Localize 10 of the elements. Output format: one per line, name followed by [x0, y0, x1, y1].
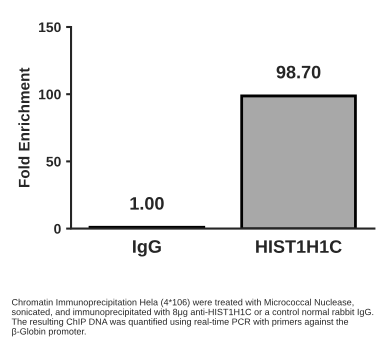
data-label: 1.00	[130, 197, 164, 210]
y-tick-label: 100	[39, 90, 61, 100]
x-tick-label: HIST1H1C	[256, 240, 342, 253]
text: Chromatin Immunoprecipitation Hela (4*106) were treated with Micrococcal Nuclease, sonicated, and immunoprecipitated with 8μg anti-HIST1H1C or a control normal rabbit IgG. The resulting ChIP DNA was quantified using real-time PCR with primers against the β-Globin promoter.	[12, 298, 374, 336]
y-tick-label: 0	[54, 224, 61, 234]
y-tick-label: 50	[46, 156, 61, 167]
y-tick-label: 150	[39, 22, 61, 32]
x-tick-label: IgG	[133, 240, 161, 257]
data-label: 98.70	[276, 66, 320, 78]
y-axis-title: Fold Enrichment	[18, 68, 30, 188]
